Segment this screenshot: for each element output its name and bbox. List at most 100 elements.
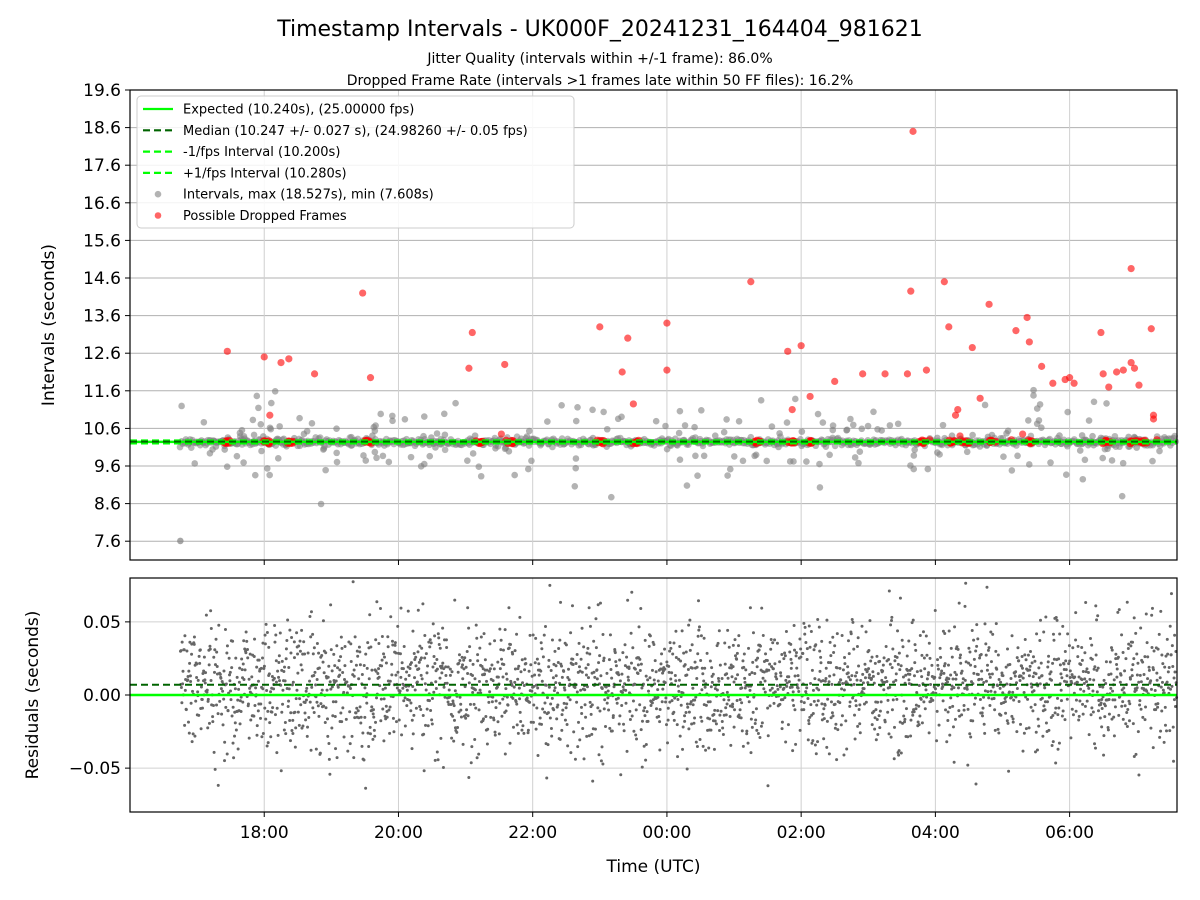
residual-point (634, 708, 638, 712)
residual-point (590, 703, 594, 707)
residual-point (792, 703, 796, 707)
top-y-tick-label: 15.6 (83, 231, 121, 251)
residual-point (608, 633, 612, 637)
residual-point (492, 667, 496, 671)
residual-point (1134, 752, 1138, 756)
residual-point (444, 665, 448, 669)
residual-point (560, 728, 564, 732)
interval-point (178, 402, 185, 410)
residual-point (810, 741, 814, 745)
residual-point (818, 669, 822, 673)
dropped-frame-point (596, 323, 604, 331)
residual-point (726, 676, 730, 680)
residual-point (219, 676, 223, 680)
residual-point (425, 707, 429, 711)
residual-point (413, 688, 417, 692)
residual-point (947, 629, 951, 633)
residual-point (472, 702, 476, 706)
residual-point (513, 649, 517, 653)
residual-point (712, 712, 716, 716)
residual-point (864, 700, 868, 704)
residual-point (950, 655, 954, 659)
residual-point (424, 652, 428, 656)
residual-point (951, 677, 955, 681)
residual-point (444, 673, 448, 677)
residual-point (207, 663, 211, 667)
residual-point (720, 720, 724, 724)
residual-point (348, 710, 352, 714)
residual-point (277, 675, 281, 679)
residual-point (884, 644, 888, 648)
residual-point (474, 623, 478, 627)
residual-point (982, 681, 986, 685)
residual-point (291, 680, 295, 684)
residual-point (216, 783, 220, 787)
residual-point (286, 618, 290, 622)
residual-point (695, 665, 699, 669)
residual-point (638, 703, 642, 707)
residual-point (928, 656, 932, 660)
residual-point (363, 715, 367, 719)
residual-point (980, 711, 984, 715)
residual-point (276, 733, 280, 737)
interval-point (855, 459, 862, 467)
residual-point (1080, 678, 1084, 682)
residual-point (458, 659, 462, 663)
residual-point (414, 664, 418, 668)
residual-point (459, 708, 463, 712)
residual-point (1005, 682, 1009, 686)
residual-point (491, 695, 495, 699)
residual-point (1108, 660, 1112, 664)
residual-point (708, 659, 712, 663)
residual-point (681, 725, 685, 729)
residual-point (773, 662, 777, 666)
residual-point (980, 669, 984, 673)
residual-point (598, 709, 602, 713)
residual-point (354, 711, 358, 715)
residual-point (462, 658, 466, 662)
residual-point (972, 671, 976, 675)
residual-point (636, 672, 640, 676)
residual-point (830, 682, 834, 686)
x-tick-label: 02:00 (777, 823, 826, 843)
residual-point (1084, 600, 1088, 604)
residual-point (944, 708, 948, 712)
residual-point (410, 747, 414, 751)
residual-point (410, 718, 414, 722)
residual-point (610, 729, 614, 733)
residual-point (188, 674, 192, 678)
residual-point (512, 685, 516, 689)
residual-point (326, 734, 330, 738)
residual-point (428, 638, 432, 642)
residual-point (429, 641, 433, 645)
residual-point (520, 728, 524, 732)
residual-point (380, 658, 384, 662)
residual-point (710, 680, 714, 684)
residual-point (713, 708, 717, 712)
residual-point (1013, 674, 1017, 678)
residual-point (822, 717, 826, 721)
residual-point (1007, 769, 1011, 773)
residual-point (554, 681, 558, 685)
residual-point (911, 618, 915, 622)
residual-point (629, 661, 633, 665)
residual-point (709, 685, 713, 689)
residual-point (967, 661, 971, 665)
residual-point (441, 661, 445, 665)
residual-point (538, 716, 542, 720)
interval-point (1014, 452, 1021, 460)
residual-point (569, 631, 573, 635)
interval-point (739, 457, 747, 465)
residual-point (1015, 656, 1019, 660)
residual-point (518, 615, 522, 619)
residual-point (1074, 611, 1078, 615)
residual-point (1150, 613, 1154, 617)
residual-point (995, 667, 999, 671)
residual-point (523, 657, 527, 661)
residual-point (1020, 666, 1024, 670)
residual-point (507, 646, 511, 650)
residual-point (546, 743, 550, 747)
residual-point (419, 673, 423, 677)
residual-point (621, 651, 625, 655)
